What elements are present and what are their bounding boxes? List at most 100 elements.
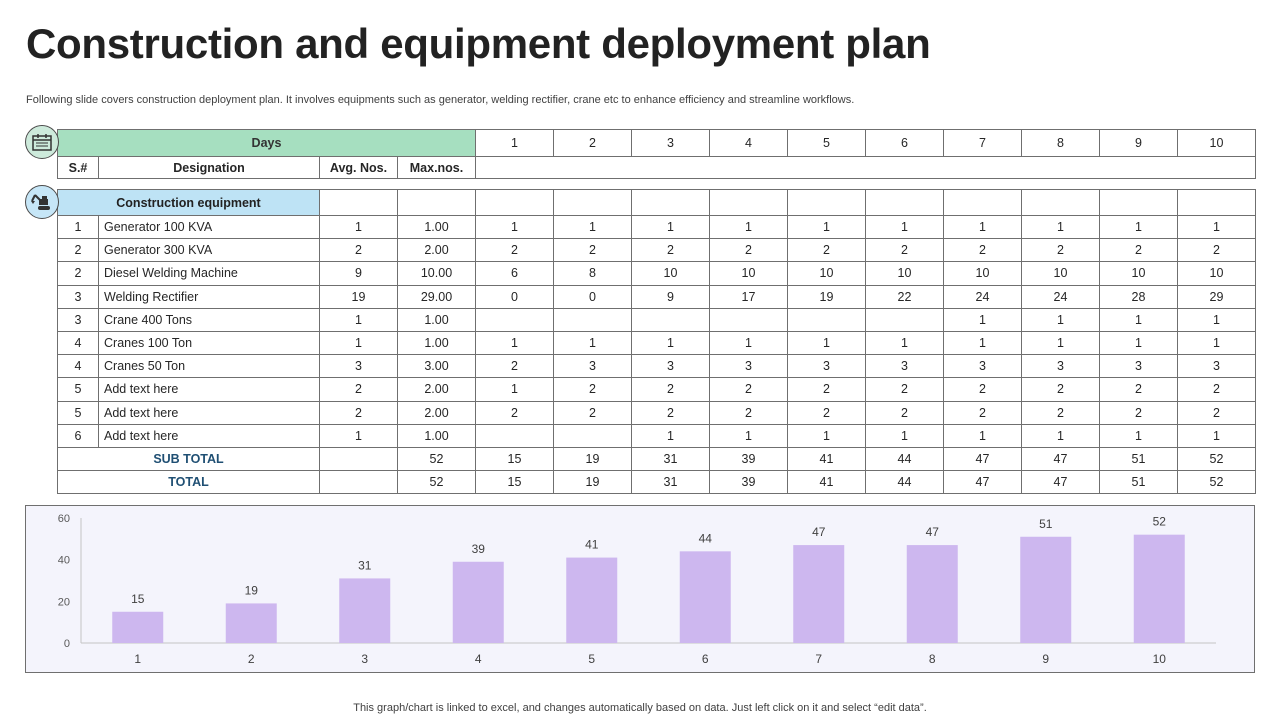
row-day-value: 6	[475, 261, 554, 286]
row-sn: 2	[57, 238, 99, 263]
row-day-value: 1	[943, 214, 1022, 240]
bar-data-label: 52	[1153, 515, 1167, 529]
table-cell	[475, 189, 554, 216]
row-day-value: 1	[943, 330, 1022, 356]
row-day-value: 2	[943, 377, 1022, 402]
row-max: 2.00	[397, 400, 476, 425]
row-sn: 5	[57, 400, 99, 425]
row-day-value: 2	[631, 238, 710, 263]
row-day-value: 1	[1021, 330, 1100, 356]
bar-data-label: 47	[926, 525, 940, 539]
row-day-value: 2	[943, 400, 1022, 425]
row-day-value: 1	[1099, 423, 1178, 448]
row-max: 29.00	[397, 284, 476, 309]
subtotal-label: SUB TOTAL	[57, 446, 320, 471]
row-day-value: 1	[943, 307, 1022, 332]
row-max: 10.00	[397, 261, 476, 286]
row-designation: Generator 300 KVA	[98, 238, 320, 263]
row-day-value: 2	[553, 377, 632, 402]
row-day-value: 3	[1099, 354, 1178, 379]
table-row: 6 Add text here 1 1.00 1 1 1 1 1 1 1 1	[57, 423, 1256, 448]
chart-area: 0 20 40 60 15 1 19 2 31 3 39 4 41 5 44 6 47 7 47 8 51 9 52 10	[25, 505, 1255, 673]
day-header-9: 9	[1099, 129, 1178, 157]
bar-data-label: 47	[812, 525, 826, 539]
bar-data-label: 19	[245, 583, 259, 597]
row-day-value: 2	[709, 238, 788, 263]
row-day-value	[865, 307, 944, 332]
table-row: 4 Cranes 50 Ton 3 3.00 2 3 3 3 3 3 3 3 3 3	[57, 354, 1256, 379]
total-day-value: 44	[865, 469, 944, 494]
category-row: Construction equipment	[57, 189, 1256, 216]
row-day-value: 1	[709, 423, 788, 448]
table-cell	[1099, 189, 1178, 216]
row-day-value: 0	[475, 284, 554, 309]
row-day-value: 1	[709, 330, 788, 356]
total-day-value: 41	[787, 469, 866, 494]
table-cell	[397, 189, 476, 216]
bar	[1020, 536, 1072, 643]
row-designation: Generator 100 KVA	[98, 214, 320, 240]
row-avg: 1	[319, 307, 398, 332]
x-tick-label: 4	[475, 652, 482, 666]
subtotal-day-value: 51	[1099, 446, 1178, 471]
day-header-1: 1	[475, 129, 554, 157]
total-avg	[319, 469, 398, 494]
total-day-value: 47	[1021, 469, 1100, 494]
subtotal-max: 52	[397, 446, 476, 471]
total-day-value: 39	[709, 469, 788, 494]
row-day-value	[475, 423, 554, 448]
table-cell	[553, 189, 632, 216]
bar	[906, 545, 958, 643]
row-day-value	[787, 307, 866, 332]
row-sn: 1	[57, 214, 99, 240]
row-day-value: 1	[865, 214, 944, 240]
table-cell	[943, 189, 1022, 216]
row-day-value: 2	[1177, 400, 1256, 425]
row-day-value: 3	[553, 354, 632, 379]
row-max: 1.00	[397, 423, 476, 448]
table-row: 3 Welding Rectifier 19 29.00 0 0 9 17 19 22 24 24 28…	[57, 284, 1256, 309]
row-day-value: 1	[1021, 423, 1100, 448]
row-day-value: 8	[553, 261, 632, 286]
y-tick-label: 40	[58, 555, 70, 567]
subtotal-day-value: 47	[943, 446, 1022, 471]
row-day-value: 10	[787, 261, 866, 286]
row-day-value: 1	[1099, 307, 1178, 332]
column-header-designation: Designation	[98, 156, 320, 179]
bar-data-label: 31	[358, 558, 372, 572]
row-day-value: 2	[1099, 238, 1178, 263]
row-day-value: 1	[1021, 307, 1100, 332]
row-max: 1.00	[397, 307, 476, 332]
total-max: 52	[397, 469, 476, 494]
table-cell	[709, 189, 788, 216]
bar-chart: 0 20 40 60 15 1 19 2 31 3 39 4 41 5 44 6 47 7 47 8 51 9 52 10	[58, 513, 1216, 666]
subtotal-day-value: 47	[1021, 446, 1100, 471]
day-header-6: 6	[865, 129, 944, 157]
row-day-value: 0	[553, 284, 632, 309]
total-day-value: 47	[943, 469, 1022, 494]
column-header-sn: S.#	[57, 156, 99, 179]
row-day-value: 1	[787, 330, 866, 356]
row-day-value: 1	[631, 423, 710, 448]
page-subtitle: Following slide covers construction depl…	[26, 94, 855, 106]
table-row: 3 Crane 400 Tons 1 1.00 1 1 1 1	[57, 307, 1256, 332]
row-day-value: 1	[709, 214, 788, 240]
row-day-value	[553, 307, 632, 332]
days-header: Days	[57, 129, 476, 157]
bar-data-label: 15	[131, 592, 145, 606]
row-avg: 19	[319, 284, 398, 309]
row-day-value: 2	[787, 377, 866, 402]
row-sn: 4	[57, 354, 99, 379]
row-day-value: 2	[553, 238, 632, 263]
row-day-value: 2	[475, 400, 554, 425]
row-day-value: 3	[865, 354, 944, 379]
x-tick-label: 2	[248, 652, 255, 666]
table-cell	[319, 189, 398, 216]
day-header-5: 5	[787, 129, 866, 157]
bar-data-label: 41	[585, 538, 599, 552]
row-day-value: 24	[1021, 284, 1100, 309]
row-day-value: 1	[1177, 330, 1256, 356]
row-avg: 2	[319, 238, 398, 263]
row-day-value: 9	[631, 284, 710, 309]
row-day-value: 29	[1177, 284, 1256, 309]
